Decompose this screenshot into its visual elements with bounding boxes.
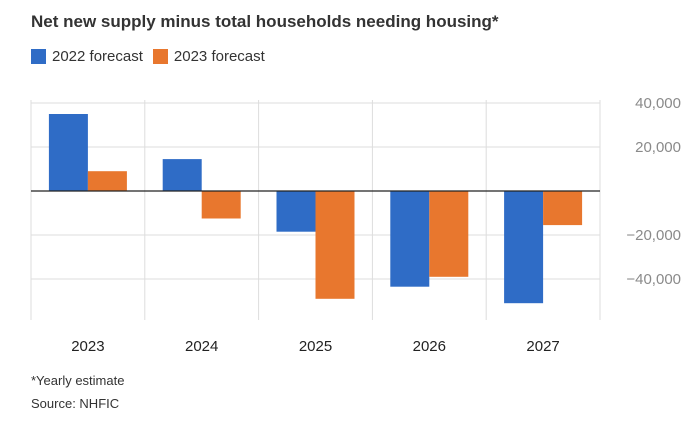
bar-2022-forecast-2026 [390,191,430,287]
bar-2022-forecast-2023 [48,114,88,191]
chart-source: Source: NHFIC [31,396,120,411]
y-tick-label: 20,000 [635,139,681,156]
chart-footnote: *Yearly estimate [31,373,125,388]
bar-2022-forecast-2024 [162,159,202,191]
x-tick-label: 2023 [71,338,104,355]
bar-2023-forecast-2023 [87,171,127,191]
bar-2023-forecast-2027 [543,191,583,226]
x-tick-label: 2024 [185,338,218,355]
bar-2022-forecast-2025 [276,191,316,232]
x-tick-label: 2027 [526,338,559,355]
legend-label-series-1: 2022 forecast [52,48,143,65]
bar-2023-forecast-2024 [201,191,241,219]
x-tick-label: 2026 [413,338,446,355]
bar-2023-forecast-2025 [315,191,355,299]
legend-swatch-series-1 [31,49,46,64]
bar-2023-forecast-2026 [429,191,469,277]
legend-item-series-1: 2022 forecast [31,48,143,65]
y-tick-label: −40,000 [626,271,681,288]
x-tick-label: 2025 [299,338,332,355]
chart-title: Net new supply minus total households ne… [31,12,499,31]
legend-item-series-2: 2023 forecast [152,48,265,65]
y-tick-label: 40,000 [635,95,681,112]
bar-2022-forecast-2027 [504,191,544,304]
legend-label-series-2: 2023 forecast [173,48,265,65]
chart-legend: 2022 forecast 2023 forecast [31,48,275,65]
legend-swatch-series-2 [152,49,168,64]
y-tick-label: −20,000 [626,227,681,244]
